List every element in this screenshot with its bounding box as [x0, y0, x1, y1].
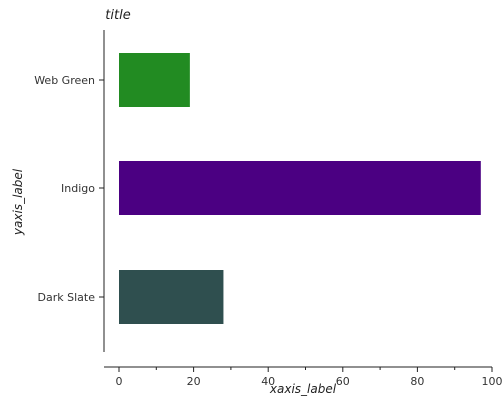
x-axis: 0 20 40 60 80 100	[104, 366, 503, 388]
bar-indigo	[119, 161, 481, 215]
y-axis-label: yaxis_label	[11, 168, 25, 236]
x-tick-label: 100	[482, 375, 503, 388]
y-tick-label: Web Green	[34, 74, 95, 87]
bars	[119, 53, 481, 324]
x-tick-label: 20	[187, 375, 201, 388]
y-tick-label: Dark Slate	[38, 291, 96, 304]
y-axis: Dark Slate Indigo Web Green	[34, 30, 105, 352]
x-tick-label: 60	[336, 375, 350, 388]
y-tick-label: Indigo	[61, 182, 95, 195]
bar-dark-slate	[119, 270, 224, 324]
bar-web-green	[119, 53, 190, 107]
x-tick-label: 40	[261, 375, 275, 388]
x-tick-label: 0	[116, 375, 123, 388]
x-axis-label: xaxis_label	[269, 382, 337, 396]
x-tick-label: 80	[410, 375, 424, 388]
chart-title: title	[105, 8, 130, 23]
